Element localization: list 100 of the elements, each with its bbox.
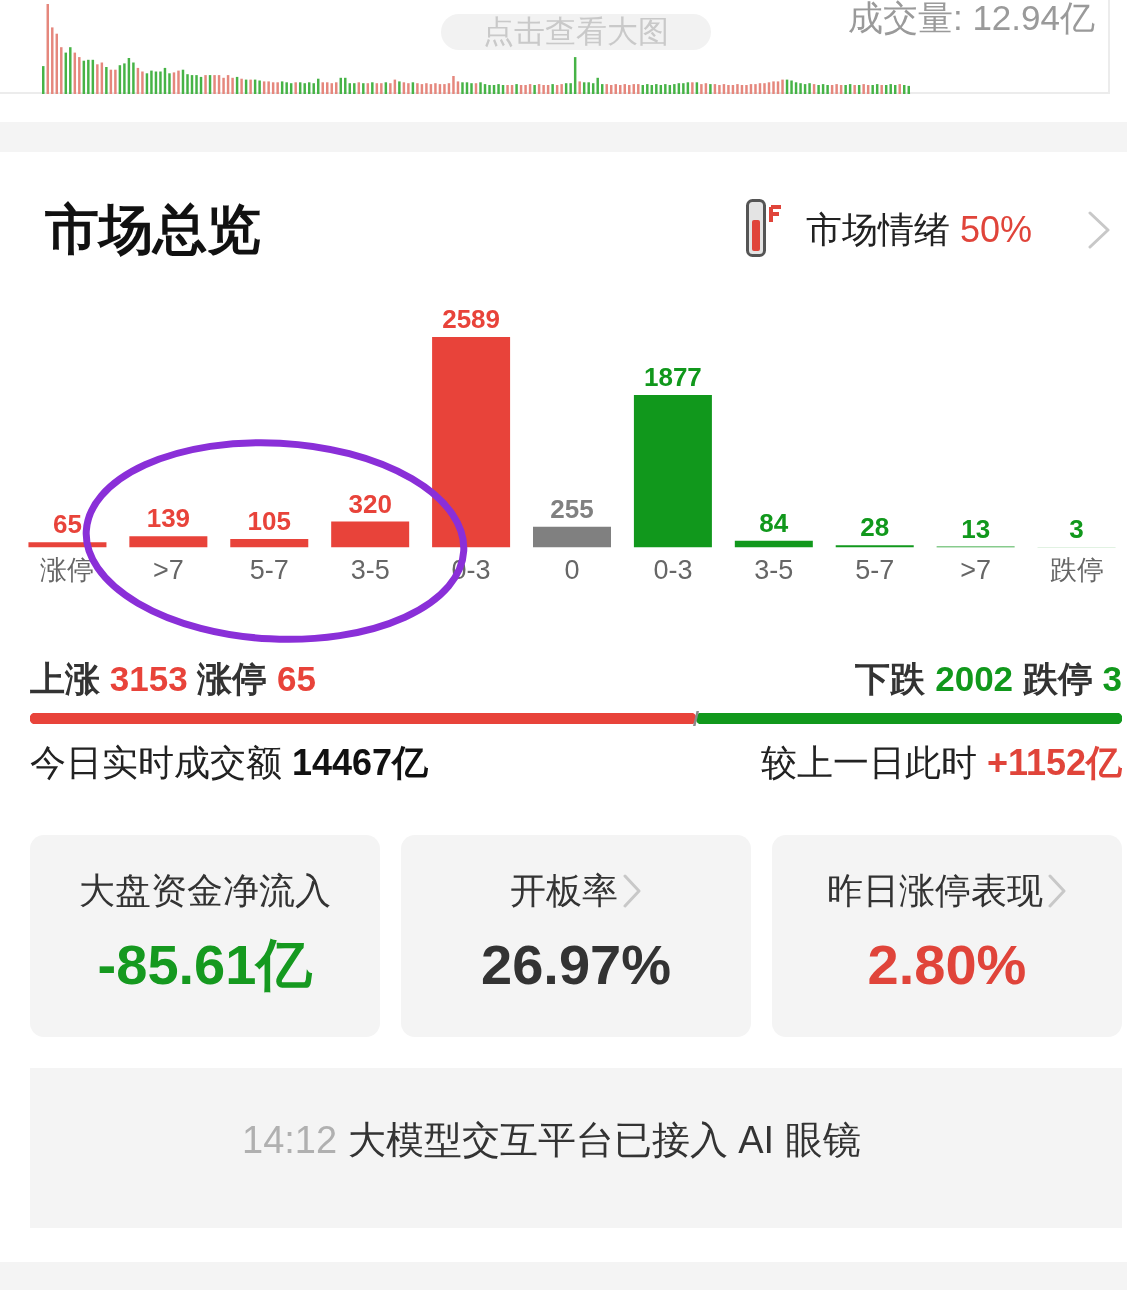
bar bbox=[407, 83, 410, 94]
bar bbox=[844, 85, 847, 94]
x-tick-label: >7 bbox=[960, 555, 992, 586]
bar bbox=[637, 84, 640, 94]
bar bbox=[60, 47, 63, 94]
bar bbox=[78, 57, 81, 94]
x-tick-label: 0-3 bbox=[653, 555, 693, 586]
bar bbox=[709, 84, 712, 94]
bar bbox=[578, 81, 581, 94]
data-label: 13 bbox=[961, 513, 991, 544]
bar bbox=[331, 521, 410, 548]
text: 14:12 大模型交互平台已接入 AI 眼镜 bbox=[242, 1119, 861, 1161]
bar bbox=[853, 85, 856, 94]
series-label: 下跌 bbox=[855, 659, 927, 698]
bar bbox=[633, 394, 712, 548]
bar bbox=[443, 84, 446, 94]
series-label: 上涨 bbox=[30, 659, 101, 698]
bar bbox=[727, 85, 730, 94]
bar bbox=[605, 84, 608, 94]
bar bbox=[276, 82, 279, 94]
text: 大盘资金净流入 bbox=[79, 869, 331, 913]
bar bbox=[754, 84, 757, 94]
bar bbox=[628, 85, 631, 94]
bar bbox=[470, 83, 473, 94]
bar bbox=[240, 78, 243, 94]
bar bbox=[398, 81, 401, 94]
bar bbox=[664, 84, 667, 94]
x-tick-label: >7 bbox=[152, 555, 184, 586]
text: 2002 跌停 3 bbox=[935, 659, 1122, 698]
bar bbox=[452, 76, 455, 94]
bar bbox=[745, 85, 748, 94]
x-tick-label: 3-5 bbox=[754, 555, 794, 586]
data-label: 65 bbox=[52, 509, 82, 540]
bar bbox=[51, 27, 54, 94]
bar bbox=[569, 83, 572, 94]
x-tick-label: 涨停 bbox=[40, 555, 95, 586]
bar bbox=[826, 85, 829, 94]
bar bbox=[195, 75, 198, 94]
data-label: 139 bbox=[146, 503, 191, 534]
bar bbox=[258, 80, 261, 94]
x-tick-label: 跌停 bbox=[1049, 555, 1104, 586]
bar bbox=[294, 82, 297, 94]
bar bbox=[213, 75, 216, 94]
bar bbox=[461, 82, 464, 94]
bar bbox=[542, 85, 545, 94]
bar bbox=[880, 85, 883, 94]
chart-title: 市场总览 bbox=[45, 198, 261, 261]
bar bbox=[560, 84, 563, 94]
bar bbox=[186, 74, 189, 94]
text: 市场情绪 50% bbox=[806, 209, 1033, 250]
bar bbox=[267, 81, 270, 94]
bar bbox=[596, 77, 599, 94]
data-label: 2589 bbox=[442, 304, 501, 334]
bar bbox=[141, 71, 144, 94]
bar bbox=[353, 83, 356, 94]
bar bbox=[321, 82, 324, 94]
bar bbox=[673, 84, 676, 94]
bar bbox=[380, 83, 383, 94]
data-label: 320 bbox=[348, 488, 392, 519]
bar bbox=[177, 70, 180, 94]
data-label: 1877 bbox=[643, 361, 702, 392]
text: 昨日涨停表现 bbox=[827, 869, 1043, 913]
bar bbox=[87, 59, 90, 94]
bar bbox=[389, 83, 392, 94]
data-label: 3 bbox=[1069, 514, 1084, 545]
text: 2.80% bbox=[866, 932, 1028, 998]
data-label: 105 bbox=[247, 506, 291, 537]
text: 3153 涨停 65 bbox=[109, 659, 316, 698]
bar bbox=[515, 84, 518, 94]
bar bbox=[763, 83, 766, 94]
bar bbox=[285, 82, 288, 94]
bar bbox=[105, 67, 108, 94]
bar bbox=[551, 84, 554, 94]
bar bbox=[835, 84, 838, 94]
bar bbox=[533, 526, 611, 548]
bar bbox=[691, 82, 694, 94]
bar bbox=[96, 64, 99, 94]
bar bbox=[718, 85, 721, 94]
text: 今日实时成交额 14467亿 bbox=[30, 742, 429, 783]
bar bbox=[168, 73, 171, 94]
bar bbox=[587, 82, 590, 94]
bar bbox=[898, 84, 901, 94]
bar bbox=[222, 77, 225, 94]
bar bbox=[488, 85, 491, 94]
bar bbox=[889, 84, 892, 94]
x-tick-label: 3-5 bbox=[350, 555, 390, 586]
text: 较上一日此时 +1152亿 bbox=[760, 742, 1122, 783]
bar bbox=[150, 70, 153, 94]
annotation: 成交量: 12.94亿 bbox=[847, 0, 1095, 37]
bar bbox=[817, 85, 820, 94]
bar bbox=[506, 85, 509, 94]
bar bbox=[114, 69, 117, 94]
bar bbox=[344, 77, 347, 94]
bar bbox=[790, 80, 793, 94]
x-tick-label: 0 bbox=[564, 555, 580, 586]
bar bbox=[230, 539, 309, 548]
bar bbox=[231, 77, 234, 94]
bar bbox=[303, 83, 306, 94]
bar bbox=[700, 84, 703, 94]
bar bbox=[808, 83, 811, 94]
